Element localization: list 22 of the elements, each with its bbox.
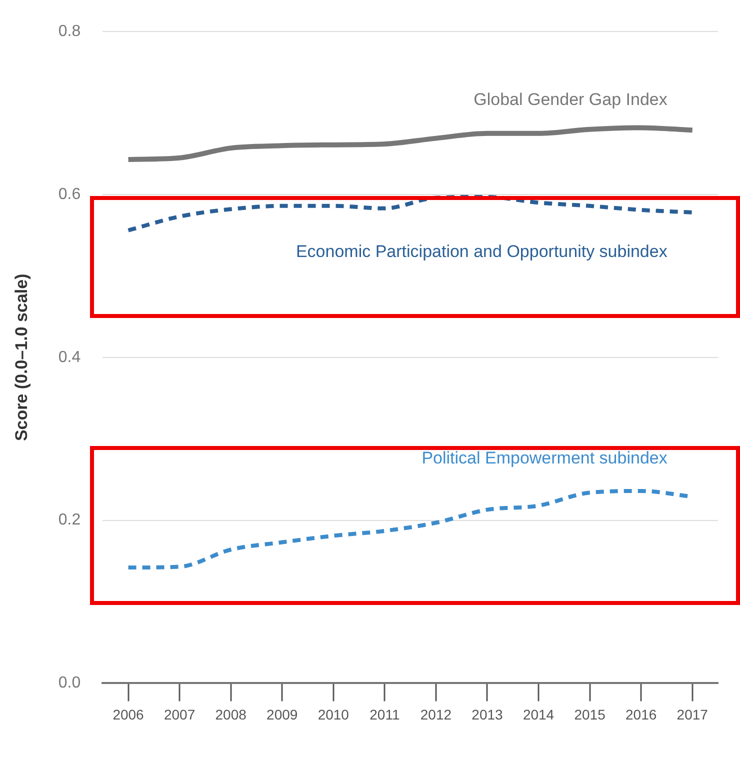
x-tick-label: 2006 [112, 706, 144, 722]
x-tick-label: 2011 [370, 706, 400, 722]
x-tick-label: 2007 [164, 706, 196, 722]
y-tick-label: 0.2 [58, 512, 81, 529]
x-tick-label: 2017 [676, 706, 708, 722]
x-tick-label: 2008 [215, 706, 247, 722]
series-label: Political Empowerment subindex [422, 448, 668, 468]
line-series [126, 194, 694, 232]
x-tick-label: 2013 [472, 706, 504, 722]
x-tick-label: 2010 [318, 706, 350, 722]
x-tick-label: 2015 [574, 706, 606, 722]
y-tick-label: 0.0 [58, 674, 81, 692]
x-tick-label: 2014 [522, 706, 554, 722]
x-tick-label: 2009 [266, 706, 298, 722]
series-label: Economic Participation and Opportunity subindex [296, 242, 668, 262]
y-tick-label: 0.6 [58, 186, 81, 203]
x-tick-label: 2016 [626, 706, 657, 722]
y-tick-label: 0.8 [58, 23, 81, 40]
y-axis-title: Score (0.0–1.0 scale) [12, 274, 31, 442]
y-tick-label: 0.4 [58, 348, 81, 366]
series-label: Global Gender Gap Index [474, 90, 668, 109]
x-tick-label: 2012 [420, 706, 452, 722]
